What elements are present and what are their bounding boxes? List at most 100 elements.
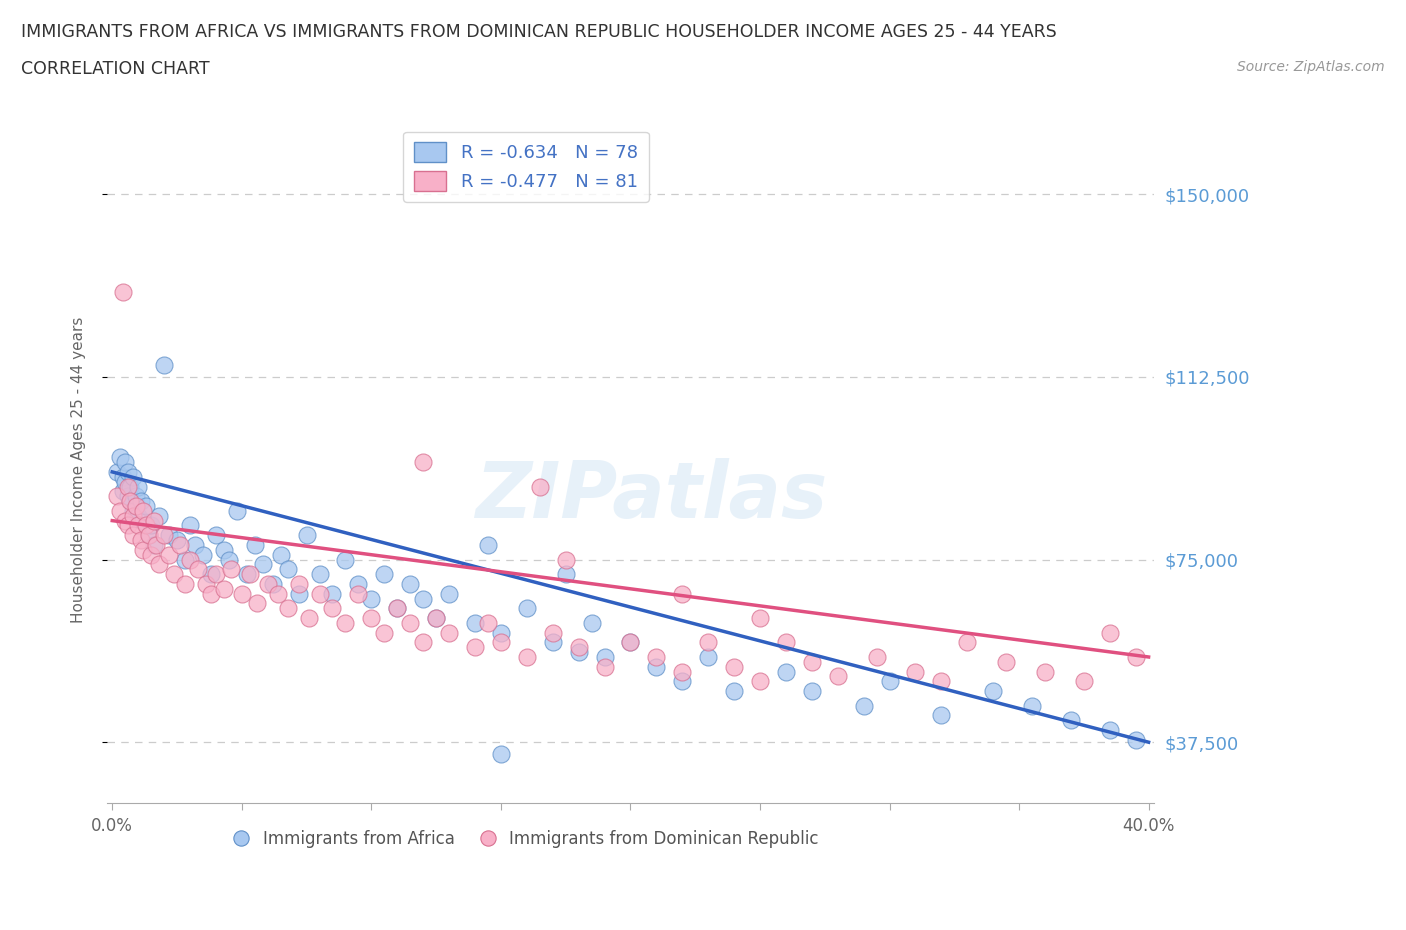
Point <box>173 577 195 591</box>
Point <box>111 484 134 498</box>
Point <box>132 503 155 518</box>
Point <box>122 503 145 518</box>
Point <box>1073 674 1095 689</box>
Point <box>360 611 382 626</box>
Point <box>1098 625 1121 640</box>
Point <box>117 518 139 533</box>
Point <box>108 450 131 465</box>
Point <box>904 664 927 679</box>
Point <box>619 635 641 650</box>
Text: Source: ZipAtlas.com: Source: ZipAtlas.com <box>1237 60 1385 74</box>
Point <box>321 586 343 601</box>
Point <box>645 659 668 674</box>
Point <box>335 616 357 631</box>
Point <box>425 611 447 626</box>
Point <box>135 518 157 533</box>
Point <box>437 625 460 640</box>
Point <box>412 591 434 606</box>
Point <box>619 635 641 650</box>
Point <box>645 649 668 664</box>
Point <box>236 566 259 581</box>
Point <box>477 616 499 631</box>
Point <box>205 528 228 543</box>
Point <box>153 357 176 372</box>
Point <box>124 498 146 513</box>
Point <box>931 708 953 723</box>
Point <box>212 581 235 596</box>
Point <box>129 533 152 548</box>
Point <box>148 509 170 524</box>
Point <box>1098 723 1121 737</box>
Point <box>127 509 149 524</box>
Point <box>212 542 235 557</box>
Point <box>671 664 693 679</box>
Point <box>373 625 395 640</box>
Point <box>697 649 720 664</box>
Point <box>179 552 201 567</box>
Point <box>723 659 745 674</box>
Point <box>931 674 953 689</box>
Point <box>749 674 772 689</box>
Point <box>114 455 136 470</box>
Point <box>221 562 243 577</box>
Point <box>163 566 186 581</box>
Point <box>1060 713 1083 728</box>
Point <box>1021 698 1043 713</box>
Point <box>117 479 139 494</box>
Point <box>184 538 207 552</box>
Point <box>529 479 551 494</box>
Point <box>593 649 616 664</box>
Point <box>187 562 209 577</box>
Point <box>153 528 176 543</box>
Point <box>489 747 512 762</box>
Point <box>122 528 145 543</box>
Point <box>194 577 217 591</box>
Point <box>697 635 720 650</box>
Point <box>243 538 266 552</box>
Point <box>347 586 370 601</box>
Point <box>981 684 1004 698</box>
Point <box>132 513 155 528</box>
Point <box>489 625 512 640</box>
Point <box>246 596 269 611</box>
Point <box>169 538 191 552</box>
Point <box>138 528 160 543</box>
Point <box>387 601 409 616</box>
Point <box>308 566 330 581</box>
Point <box>541 635 564 650</box>
Point <box>142 538 165 552</box>
Point <box>139 547 162 562</box>
Point <box>1125 649 1147 664</box>
Point <box>173 552 195 567</box>
Point <box>360 591 382 606</box>
Point <box>347 577 370 591</box>
Point <box>127 518 149 533</box>
Point <box>554 552 576 567</box>
Point <box>995 655 1018 670</box>
Point <box>267 586 290 601</box>
Point <box>120 494 142 509</box>
Point <box>270 547 292 562</box>
Point <box>225 503 247 518</box>
Point <box>321 601 343 616</box>
Point <box>800 684 823 698</box>
Point <box>956 635 979 650</box>
Text: IMMIGRANTS FROM AFRICA VS IMMIGRANTS FROM DOMINICAN REPUBLIC HOUSEHOLDER INCOME : IMMIGRANTS FROM AFRICA VS IMMIGRANTS FRO… <box>21 23 1057 41</box>
Point <box>277 562 299 577</box>
Point <box>200 586 222 601</box>
Point <box>148 557 170 572</box>
Point <box>775 635 797 650</box>
Point <box>568 640 591 655</box>
Point <box>117 489 139 504</box>
Point <box>554 566 576 581</box>
Point <box>135 498 157 513</box>
Point <box>288 577 311 591</box>
Point <box>107 464 129 479</box>
Point <box>749 611 772 626</box>
Point <box>256 577 278 591</box>
Point <box>111 470 134 485</box>
Point <box>568 644 591 659</box>
Legend: Immigrants from Africa, Immigrants from Dominican Republic: Immigrants from Africa, Immigrants from … <box>226 823 825 855</box>
Point <box>277 601 299 616</box>
Point <box>387 601 409 616</box>
